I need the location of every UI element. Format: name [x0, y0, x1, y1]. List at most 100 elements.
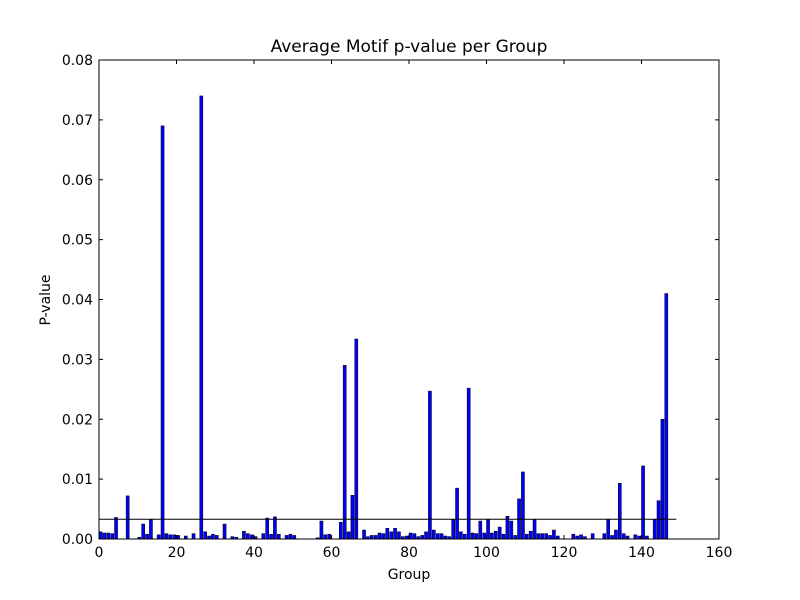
- bar: [149, 519, 153, 540]
- bar: [342, 365, 347, 540]
- bar: [439, 533, 444, 540]
- bar: [633, 534, 638, 540]
- bar: [501, 533, 506, 540]
- bar: [532, 518, 537, 540]
- bar: [490, 532, 494, 540]
- bar: [199, 95, 204, 540]
- y-tick-label: 0.04: [62, 293, 93, 309]
- bar: [548, 535, 552, 540]
- bar: [346, 531, 351, 540]
- bar: [420, 535, 424, 540]
- bar: [463, 533, 467, 540]
- bar: [610, 535, 614, 540]
- bar: [145, 533, 149, 540]
- bar: [246, 533, 250, 540]
- bar: [389, 531, 393, 540]
- bar: [497, 526, 502, 540]
- y-tick-label: 0.07: [62, 113, 93, 129]
- bar: [455, 487, 459, 540]
- bar: [373, 535, 378, 540]
- bar: [125, 495, 130, 540]
- bar: [571, 533, 576, 540]
- bar: [215, 535, 219, 540]
- bar: [552, 529, 556, 540]
- bar: [106, 532, 111, 540]
- bar: [459, 531, 463, 540]
- x-tick-label: 160: [706, 545, 733, 561]
- bar: [579, 534, 583, 540]
- y-tick-label: 0.03: [62, 352, 93, 368]
- bar: [114, 517, 118, 540]
- bar: [474, 533, 479, 540]
- bar: [466, 387, 471, 540]
- x-tick-label: 40: [245, 545, 263, 561]
- x-tick-label: 100: [473, 545, 500, 561]
- bar: [621, 533, 626, 540]
- bar: [656, 500, 661, 540]
- x-tick-label: 140: [628, 545, 655, 561]
- y-tick-label: 0.00: [62, 532, 93, 548]
- bar: [339, 521, 343, 540]
- y-tick-label: 0.08: [62, 53, 93, 69]
- bar: [528, 530, 533, 540]
- bar: [377, 532, 382, 540]
- bar: [319, 520, 324, 540]
- bar: [397, 531, 401, 540]
- bar: [494, 530, 498, 540]
- bar: [385, 527, 390, 540]
- bar: [354, 338, 359, 540]
- bar: [350, 495, 355, 540]
- bar: [292, 535, 297, 540]
- bar: [412, 533, 417, 540]
- bar: [362, 529, 366, 540]
- bar: [660, 419, 665, 540]
- bar: [536, 533, 541, 540]
- bar: [381, 533, 386, 540]
- x-tick-label: 120: [551, 545, 578, 561]
- bar: [269, 533, 273, 540]
- bar: [606, 519, 610, 540]
- bar: [652, 518, 657, 540]
- bar: [141, 523, 145, 540]
- bar: [393, 527, 397, 540]
- bar: [284, 535, 289, 540]
- bar: [513, 535, 517, 540]
- bar: [203, 531, 207, 540]
- bar: [327, 533, 331, 540]
- bar: [664, 293, 669, 540]
- bar: [160, 125, 165, 540]
- bar: [370, 535, 374, 540]
- y-tick-label: 0.06: [62, 173, 93, 189]
- bar: [590, 533, 595, 540]
- x-axis-label: Group: [388, 567, 431, 583]
- bar: [249, 534, 254, 540]
- bar: [110, 533, 114, 540]
- bar: [277, 533, 281, 540]
- bar: [525, 533, 529, 540]
- bar: [470, 532, 475, 540]
- bar: [641, 465, 645, 540]
- bar: [211, 533, 215, 540]
- bar: [265, 517, 269, 540]
- x-tick-label: 80: [400, 545, 418, 561]
- bar: [242, 530, 246, 540]
- bar: [261, 533, 266, 540]
- bar: [521, 471, 525, 540]
- x-tick-label: 20: [168, 545, 186, 561]
- bar: [540, 533, 545, 540]
- y-tick-label: 0.02: [62, 412, 93, 428]
- bar: [451, 519, 455, 540]
- bar: [323, 534, 328, 540]
- bar: [168, 534, 173, 540]
- bar: [544, 533, 548, 540]
- bar: [222, 523, 227, 540]
- bar: [618, 483, 622, 540]
- bar: [602, 533, 607, 540]
- bar: [191, 533, 196, 540]
- bar: [509, 520, 514, 540]
- x-tick-label: 0: [95, 545, 104, 561]
- bar: [156, 534, 161, 540]
